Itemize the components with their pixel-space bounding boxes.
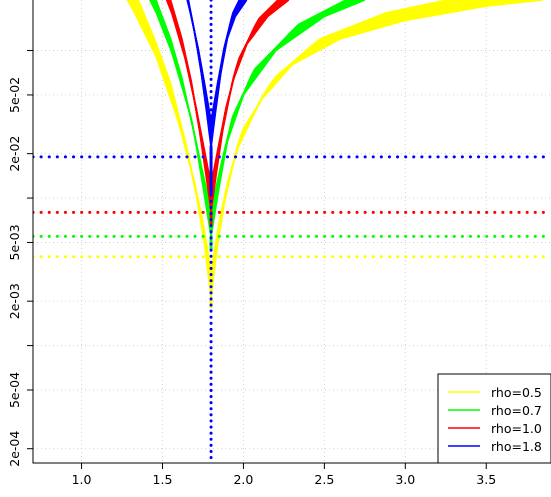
series-curve [166,0,280,194]
series-curve [165,0,279,188]
legend-label: rho=1.0 [491,421,542,436]
legend: rho=0.5 rho=0.7 rho=1.0 rho=1.8 [437,373,551,464]
threshold-lines [33,155,551,259]
x-tick-label: 2.5 [314,472,334,487]
y-tick-label: 2e-04 [7,431,22,467]
legend-label: rho=0.7 [491,403,542,418]
series-curve [134,0,508,292]
series-rho=0.7 [149,0,366,250]
x-tick-label: 3.5 [476,472,496,487]
series-curve [187,0,246,143]
x-tick-label: 1.0 [72,472,92,487]
series-curve [137,0,543,299]
y-tick-label: 2e-03 [7,283,22,319]
y-tick-label: 5e-04 [7,372,22,408]
series-curve [186,0,241,123]
series-curve [126,0,451,273]
series-curve [133,0,502,290]
plot-box [32,0,551,464]
series-curve [186,0,243,136]
series-curve [187,0,248,149]
series-curve [187,0,247,146]
series-rho=1.8 [186,0,248,195]
x-tick-label: 3.0 [395,472,415,487]
y-tick-label: 5e-02 [7,77,22,113]
legend-label: rho=0.5 [491,385,542,400]
series-curve [166,0,280,190]
series-curve [131,0,482,284]
y-tick-label: 2e-02 [7,136,22,172]
legend-label: rho=1.8 [491,439,542,454]
series-bands [126,0,543,308]
series-curve [132,0,496,288]
series-curve [167,0,281,196]
x-tick-label: 1.5 [153,472,173,487]
series-curve [136,0,537,297]
y-axis: 2e-04 5e-04 2e-03 5e-03 2e-02 5e-02 [7,50,33,467]
series-curve [167,0,282,198]
x-tick-label: 2.0 [233,472,253,487]
plot-frame [32,0,551,464]
series-curve [186,0,244,138]
series-curve [186,0,241,127]
series-curve [187,0,245,141]
x-axis: 1.0 1.5 2.0 2.5 3.0 3.5 [72,463,496,487]
legend-box [437,373,551,464]
series-rho=0.5 [126,0,543,308]
series-curve [186,0,241,129]
y-tick-label: 5e-03 [7,224,22,260]
series-curve [132,0,489,286]
